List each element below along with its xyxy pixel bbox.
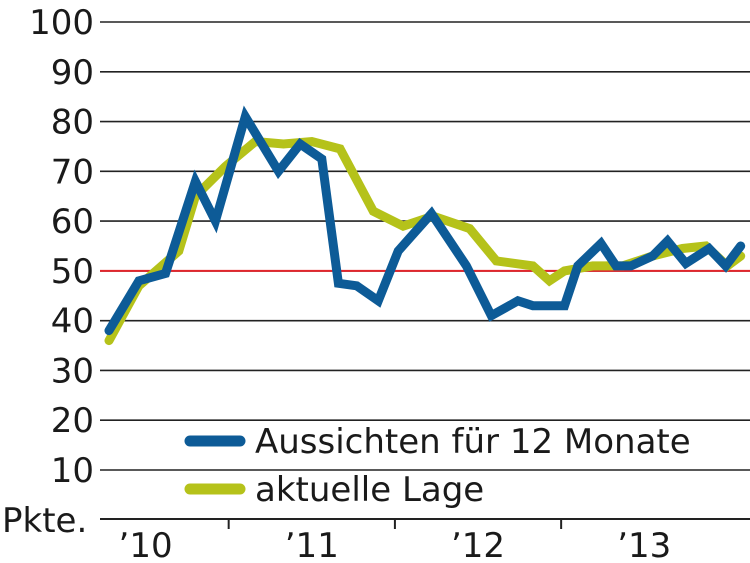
x-tick-label: ’10 [119,526,173,563]
series-line [104,105,746,336]
legend-label-aussichten: Aussichten für 12 Monate [255,422,691,462]
x-tick-label: ’12 [451,526,505,563]
y-tick-label: 10 [51,451,94,491]
legend: Aussichten für 12 Monate aktuelle Lage [184,422,691,510]
series-lines [104,105,746,346]
y-tick-label: 60 [51,202,94,242]
y-tick-label: 70 [51,152,94,192]
y-tick-label: 40 [51,302,94,342]
y-tick-label: 90 [51,53,94,93]
series-aussichten [104,105,746,336]
y-axis-ticks: 100 90 80 70 60 50 40 30 20 10 [29,3,94,491]
gridlines [100,21,750,471]
y-tick-label: 30 [51,351,94,391]
x-axis: ’10 ’11 ’12 ’13 [100,518,750,563]
y-tick-label: 100 [29,3,94,43]
legend-label-aktuelle-lage: aktuelle Lage [255,470,484,510]
unit-label: Pkte. [2,501,87,541]
x-tick-label: ’11 [285,526,339,563]
y-tick-label: 20 [51,401,94,441]
x-tick-label: ’13 [617,526,671,563]
y-tick-label: 80 [51,103,94,143]
y-tick-label: 50 [51,252,94,292]
